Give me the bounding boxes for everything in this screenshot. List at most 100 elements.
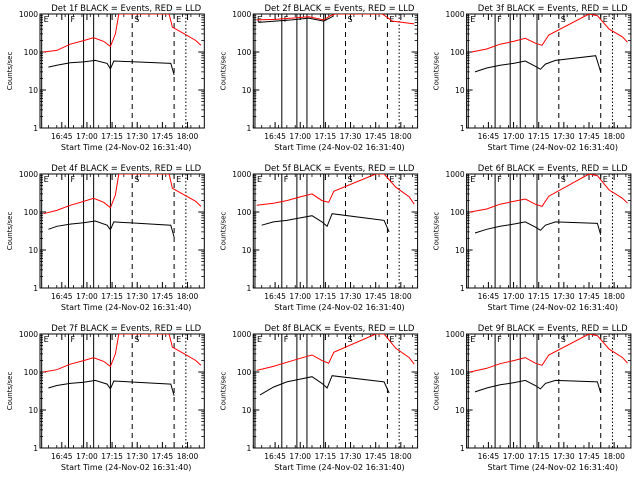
x-axis-label: Start Time (24-Nov-02 16:31:40) <box>61 303 191 312</box>
x-axis-label: Start Time (24-Nov-02 16:31:40) <box>488 303 618 312</box>
y-tick-label: 10 <box>242 246 252 255</box>
x-tick-label: 16:45 <box>264 452 286 461</box>
x-tick-label: 17:00 <box>289 132 311 141</box>
x-tick-label: 17:30 <box>126 132 148 141</box>
panel-title: Det 4f BLACK = Events, RED = LLD <box>51 164 201 174</box>
y-tick-label: 1000 <box>446 330 465 339</box>
marker-label: F <box>497 335 502 344</box>
x-tick-label: 17:45 <box>365 452 387 461</box>
y-tick-label: 10 <box>28 246 38 255</box>
marker-label: E <box>176 15 181 24</box>
y-tick-label: 100 <box>24 208 39 217</box>
x-tick-label: 16:45 <box>478 132 500 141</box>
y-tick-label: 1000 <box>19 330 38 339</box>
panel-title: Det 3f BLACK = Events, RED = LLD <box>478 4 628 14</box>
x-axis-label: Start Time (24-Nov-02 16:31:40) <box>61 463 191 472</box>
x-tick-label: 18:00 <box>603 452 625 461</box>
x-tick-label: 16:45 <box>478 292 500 301</box>
y-tick-label: 1 <box>33 444 38 453</box>
axes-frame <box>252 333 419 449</box>
x-tick-label: 17:45 <box>152 132 174 141</box>
events-series-line <box>48 59 175 76</box>
marker-label: E <box>44 175 49 184</box>
panel-6: Det 6f BLACK = Events, RED = LLD 1 10 100 10… <box>433 164 632 312</box>
marker-label: E <box>470 15 475 24</box>
y-tick-label: 1000 <box>232 330 251 339</box>
lld-series-line <box>469 334 628 373</box>
x-tick-label: 17:45 <box>578 132 600 141</box>
y-tick-label: 1 <box>33 284 38 293</box>
panel-title: Det 2f BLACK = Events, RED = LLD <box>264 4 414 14</box>
marker-label: F <box>284 175 289 184</box>
y-tick-label: 10 <box>28 406 38 415</box>
axes-frame <box>466 13 632 129</box>
marker-label: E <box>470 335 475 344</box>
x-tick-label: 18:00 <box>603 132 625 141</box>
marker-label: S <box>561 175 566 184</box>
panel-title: Det 5f BLACK = Events, RED = LLD <box>264 164 414 174</box>
panel-title: Det 6f BLACK = Events, RED = LLD <box>478 164 628 174</box>
y-axis-label: Counts/sec <box>219 372 227 411</box>
x-tick-label: 16:45 <box>264 132 286 141</box>
y-tick-label: 100 <box>237 208 252 217</box>
marker-label: F <box>497 15 502 24</box>
marker-label: E <box>176 335 181 344</box>
x-tick-label: 17:00 <box>289 292 311 301</box>
panel-5: Det 5f BLACK = Events, RED = LLD 1 10 100 10… <box>219 164 419 312</box>
x-tick-label: 18:00 <box>177 452 199 461</box>
x-tick-label: 17:30 <box>126 292 148 301</box>
events-series-line <box>474 379 602 394</box>
x-tick-label: 16:45 <box>51 452 73 461</box>
y-tick-label: 10 <box>455 246 465 255</box>
x-tick-label: 17:00 <box>503 292 525 301</box>
marker-label: E <box>176 175 181 184</box>
events-series-line <box>474 55 602 73</box>
events-series-line <box>258 15 335 23</box>
marker-label: E <box>470 175 475 184</box>
x-tick-label: 16:45 <box>478 452 500 461</box>
y-axis-label: Counts/sec <box>433 52 441 91</box>
x-axis-label: Start Time (24-Nov-02 16:31:40) <box>274 143 404 152</box>
panel-title: Det 8f BLACK = Events, RED = LLD <box>264 324 414 334</box>
x-tick-label: 17:30 <box>126 452 148 461</box>
y-tick-label: 100 <box>450 368 465 377</box>
x-tick-label: 17:15 <box>315 452 337 461</box>
x-tick-label: 17:45 <box>152 292 174 301</box>
x-axis-label: Start Time (24-Nov-02 16:31:40) <box>274 303 404 312</box>
marker-label: E <box>257 335 262 344</box>
marker-label: E <box>603 335 608 344</box>
x-axis-label: Start Time (24-Nov-02 16:31:40) <box>488 463 618 472</box>
marker-label: F <box>497 175 502 184</box>
axes-frame <box>252 173 419 289</box>
marker-label: E <box>603 15 608 24</box>
x-tick-label: 18:00 <box>177 292 199 301</box>
marker-label: F <box>284 15 289 24</box>
y-tick-label: 1 <box>247 284 252 293</box>
lld-series-line <box>256 334 415 371</box>
y-tick-label: 100 <box>24 368 39 377</box>
marker-label: S <box>134 15 139 24</box>
lld-series-line <box>256 174 415 206</box>
y-tick-label: 100 <box>450 48 465 57</box>
events-series-line <box>48 220 175 238</box>
x-tick-label: 17:00 <box>289 452 311 461</box>
marker-label: S <box>561 15 566 24</box>
x-tick-label: 16:45 <box>51 132 73 141</box>
x-axis-label: Start Time (24-Nov-02 16:31:40) <box>488 143 618 152</box>
panel-1: Det 1f BLACK = Events, RED = LLD 1 10 100 10… <box>6 4 205 152</box>
x-tick-label: 17:30 <box>340 292 362 301</box>
y-tick-label: 1000 <box>232 170 251 179</box>
y-tick-label: 1000 <box>232 10 251 19</box>
x-tick-label: 16:45 <box>51 292 73 301</box>
x-tick-label: 18:00 <box>390 132 412 141</box>
y-axis-label: Counts/sec <box>219 52 227 91</box>
y-tick-label: 1 <box>460 444 465 453</box>
x-tick-label: 17:30 <box>553 452 575 461</box>
marker-label: S <box>134 175 139 184</box>
x-tick-label: 18:00 <box>390 292 412 301</box>
x-tick-label: 17:45 <box>365 292 387 301</box>
x-tick-label: 17:15 <box>315 292 337 301</box>
y-axis-label: Counts/sec <box>433 372 441 411</box>
x-tick-label: 17:30 <box>553 132 575 141</box>
